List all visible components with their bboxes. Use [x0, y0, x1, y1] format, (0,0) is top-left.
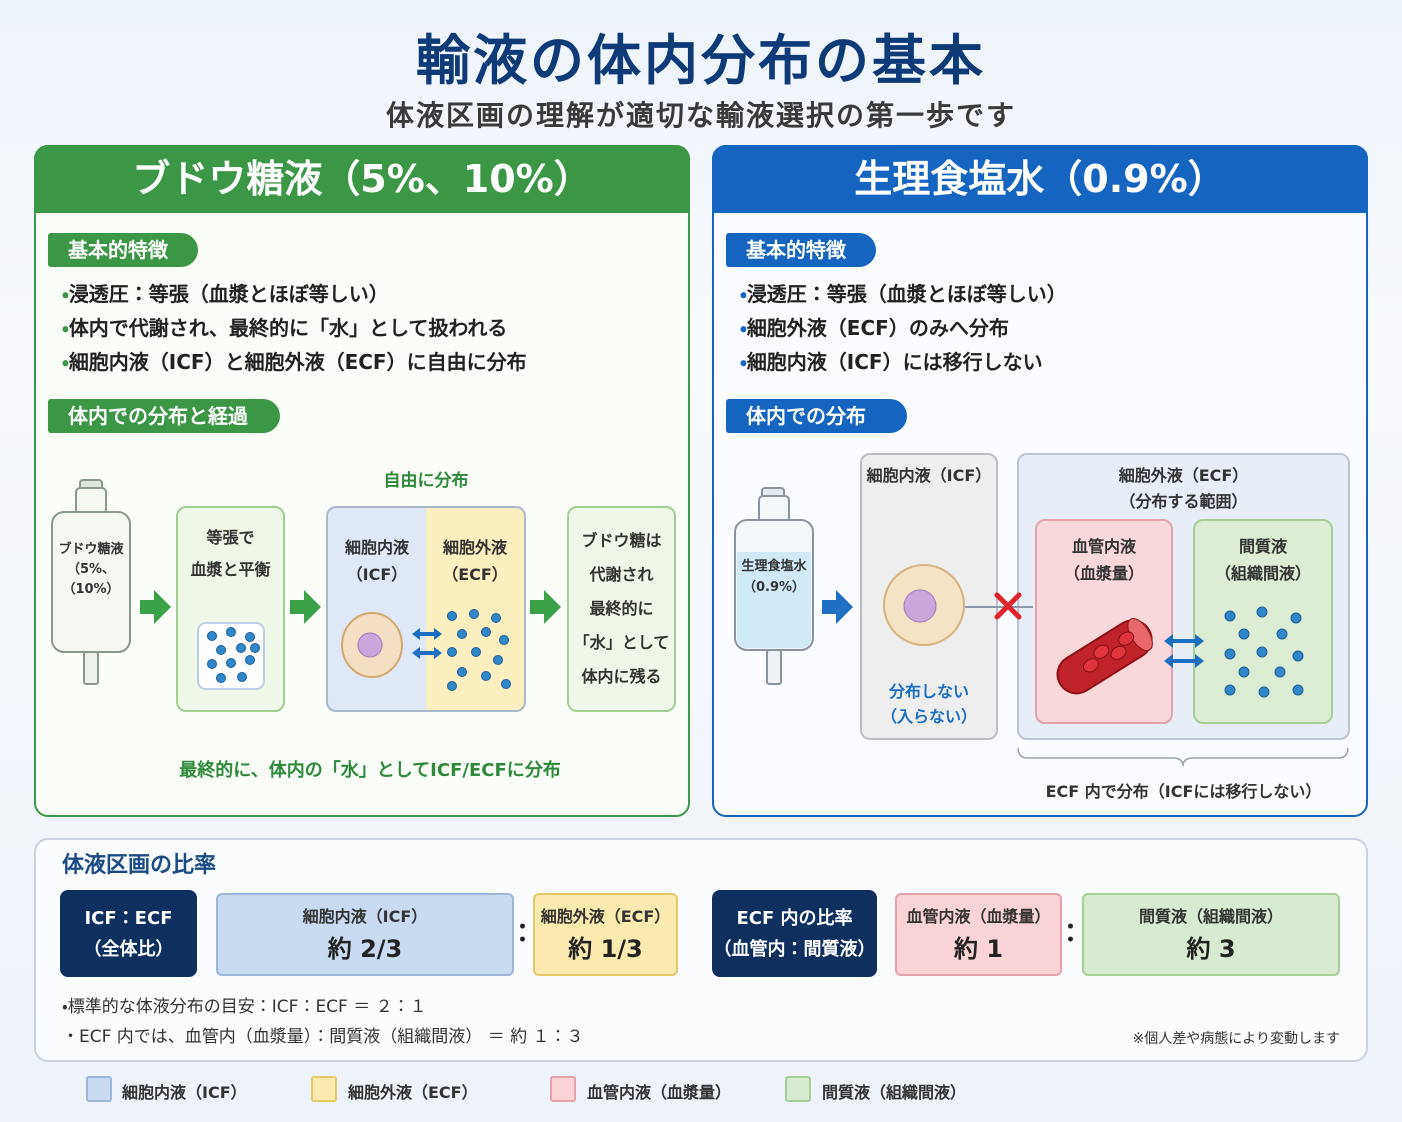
- legend-swatch: [550, 1076, 576, 1102]
- text-line: 体内に残る: [581, 667, 662, 686]
- ratio-part: 細胞内液（ICF） 約 2/3: [216, 893, 514, 976]
- notes: ・標準的な体液分布の目安：ICF：ECF ＝ ２：１ ・ECF 内では、血管内（血…: [62, 992, 584, 1052]
- legend-label: 血管内液（血漿量）: [587, 1083, 732, 1102]
- part-name: 間質液（組織間液）: [1138, 906, 1283, 926]
- text-line: 代謝され: [589, 565, 654, 584]
- part-name: 細胞内液（ICF）: [302, 906, 428, 926]
- section-tag: 基本的特徴: [48, 233, 198, 267]
- text-line: 浸透圧：等張（血漿とほぼ等しい）: [62, 277, 527, 311]
- text-line: ブドウ糖は: [581, 531, 662, 550]
- step-text: 等張で 血漿と平衡: [190, 522, 270, 586]
- text-line: 分布しない: [888, 682, 969, 701]
- subtitle: 体液区画の理解が適切な輸液選択の第一歩です: [385, 99, 1016, 132]
- text-line: （組織間液）: [1214, 564, 1311, 583]
- text-line: ・標準的な体液分布の目安：ICF：ECF ＝ ２：１: [62, 997, 427, 1017]
- ratio-part: 細胞外液（ECF） 約 1/3: [533, 893, 678, 976]
- text-line: 血漿と平衡: [190, 560, 271, 579]
- icf-text: 細胞内液（ICF）: [866, 466, 992, 485]
- legend-swatch: [311, 1076, 337, 1102]
- text-line: ・ECF 内では、血管内（血漿量）：間質液（組織間液） ＝ 約 １：３: [62, 1027, 584, 1047]
- text-line: （0.9%）: [742, 580, 806, 595]
- part-value: 約 1/3: [568, 934, 643, 963]
- icf-box: 細胞内液 （ICF）: [326, 506, 426, 712]
- plasma-text: 血管内液 （血漿量）: [1064, 533, 1144, 587]
- title: 輸液の体内分布の基本: [416, 29, 986, 92]
- part-name: 細胞外液（ECF）: [540, 906, 671, 926]
- text-line: （全体比）: [83, 938, 174, 960]
- text-line: （血漿量）: [1063, 564, 1144, 583]
- text-line: （ICF）: [346, 565, 408, 584]
- glucose-title: ブドウ糖液（5%、10%）: [34, 145, 690, 213]
- section-tag: 体内での分布と経過: [48, 399, 280, 433]
- step-text: ブドウ糖は代謝され最終的に「水」として 体内に残る: [574, 524, 670, 694]
- text-line: （入らない）: [880, 707, 977, 726]
- ratio-label: ECF 内の比率 （血管内：間質液）: [712, 890, 877, 977]
- text-line: （5%、: [66, 562, 116, 577]
- text-line: （血管内：間質液）: [713, 938, 876, 960]
- ratio-part: 間質液（組織間液） 約 3: [1082, 893, 1340, 976]
- text-line: 細胞内液（ICF）と細胞外液（ECF）に自由に分布: [62, 345, 527, 379]
- legend-swatch: [785, 1076, 811, 1102]
- text-line: （分布する範囲）: [1119, 492, 1248, 511]
- section-tag: 体内での分布: [726, 399, 907, 433]
- text-line: 体内で代謝され、最終的に「水」として扱われる: [62, 311, 527, 345]
- legend-label: 細胞外液（ECF）: [348, 1083, 478, 1102]
- text-line: 生理食塩水: [741, 559, 807, 574]
- footnote: ※個人差や病態により変動します: [1132, 1031, 1340, 1047]
- legend-label: 細胞内液（ICF）: [122, 1083, 247, 1102]
- text-line: 最終的に: [589, 599, 654, 618]
- text-line: 浸透圧：等張（血漿とほぼ等しい）: [740, 277, 1067, 311]
- feature-list: 浸透圧：等張（血漿とほぼ等しい）体内で代謝され、最終的に「水」として扱われる細胞…: [62, 277, 527, 379]
- text-line: 細胞外液（ECF）のみへ分布: [740, 311, 1067, 345]
- text-line: 「水」として: [573, 633, 670, 652]
- text-line: ブドウ糖液: [58, 542, 124, 557]
- ecf-text: 細胞外液（ECF） （分布する範囲）: [1119, 463, 1249, 515]
- text-line: 間質液: [1238, 537, 1287, 556]
- interstitial-text: 間質液 （組織間液）: [1215, 533, 1311, 587]
- ecf-text: 細胞外液 （ECF）: [442, 534, 508, 588]
- text-line: 等張で: [206, 528, 255, 547]
- caption: ECF 内で分布（ICFには移行しない）: [1045, 782, 1322, 801]
- text-line: 細胞内液: [344, 538, 409, 557]
- text-line: （10%）: [62, 582, 120, 597]
- saline-title: 生理食塩水（0.9%）: [712, 145, 1368, 213]
- icf-text: 細胞内液 （ICF）: [345, 534, 409, 588]
- free-label: 自由に分布: [383, 471, 469, 491]
- plasma-box: 血管内液 （血漿量）: [1035, 519, 1173, 724]
- bag-label: ブドウ糖液 （5%、 （10%）: [50, 540, 132, 600]
- part-value: 約 1: [953, 934, 1004, 963]
- bag-label: 生理食塩水 （0.9%）: [733, 556, 815, 598]
- ratio-title: 体液区画の比率: [62, 853, 217, 878]
- caption: 最終的に、体内の「水」としてICF/ECFに分布: [179, 760, 561, 781]
- text-line: ECF 内の比率: [736, 907, 853, 929]
- step-box: ブドウ糖は代謝され最終的に「水」として 体内に残る: [567, 506, 676, 712]
- text-line: 細胞外液: [442, 538, 507, 557]
- step-box: 等張で 血漿と平衡: [176, 506, 285, 712]
- icf-note: 分布しない （入らない）: [860, 679, 998, 729]
- section-tag: 基本的特徴: [726, 233, 876, 267]
- text-line: 血管内液: [1071, 537, 1136, 556]
- ecf-box: 細胞外液 （ECF）: [426, 506, 526, 712]
- text-line: ICF：ECF: [84, 907, 173, 929]
- part-value: 約 3: [1186, 934, 1236, 963]
- part-value: 約 2/3: [327, 934, 403, 963]
- ratio-part: 血管内液（血漿量） 約 1: [895, 893, 1062, 976]
- text-line: 細胞外液（ECF）: [1118, 466, 1249, 485]
- feature-list: 浸透圧：等張（血漿とほぼ等しい）細胞外液（ECF）のみへ分布細胞内液（ICF）に…: [740, 277, 1067, 379]
- legend-label: 間質液（組織間液）: [822, 1083, 967, 1102]
- text-line: 細胞内液（ICF）には移行しない: [740, 345, 1067, 379]
- part-name: 血管内液（血漿量）: [906, 906, 1051, 926]
- legend-swatch: [86, 1076, 112, 1102]
- text-line: （ECF）: [442, 565, 508, 584]
- interstitial-box: 間質液 （組織間液）: [1193, 519, 1333, 724]
- ratio-label: ICF：ECF （全体比）: [60, 890, 197, 977]
